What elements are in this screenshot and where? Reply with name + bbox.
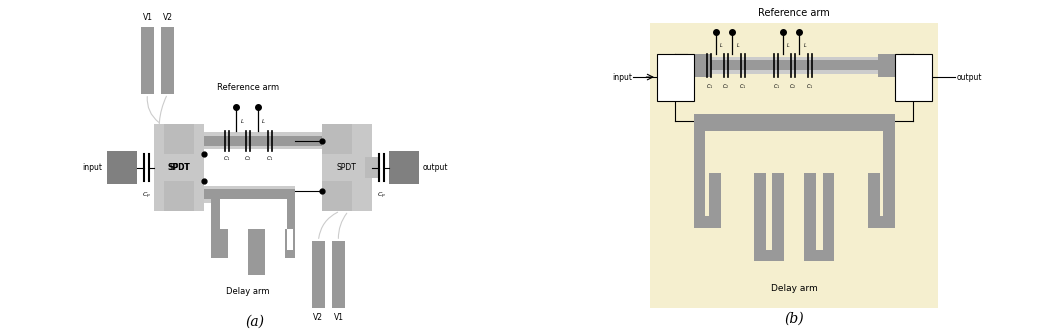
Bar (294, 132, 322, 149)
Bar (322, 124, 352, 154)
Bar (322, 124, 372, 211)
Text: SPDT: SPDT (168, 163, 191, 172)
Bar (204, 132, 294, 149)
Text: $C_1$: $C_1$ (772, 82, 779, 91)
Bar (204, 186, 294, 203)
Text: input: input (612, 73, 632, 81)
Bar (694, 114, 895, 131)
Bar (365, 157, 379, 178)
Polygon shape (219, 199, 293, 266)
Bar (155, 168, 204, 211)
Text: $C_1$: $C_1$ (222, 154, 231, 163)
Text: Delay arm: Delay arm (771, 284, 818, 292)
Bar (878, 54, 901, 77)
Bar (155, 124, 204, 168)
Bar (294, 136, 322, 146)
Text: $L$: $L$ (803, 41, 807, 49)
Text: SPDT: SPDT (337, 163, 357, 172)
Text: $C_2$: $C_2$ (245, 154, 252, 163)
Text: V2: V2 (313, 313, 323, 322)
Text: $C_p$: $C_p$ (377, 191, 385, 201)
Bar (311, 241, 325, 308)
Text: V1: V1 (143, 13, 152, 22)
Bar (657, 54, 694, 100)
Text: $C_1$: $C_1$ (266, 154, 274, 163)
Bar (389, 151, 419, 184)
Text: SPDT: SPDT (665, 73, 685, 81)
Text: (a): (a) (246, 315, 264, 329)
Text: SPDT: SPDT (903, 73, 923, 81)
Polygon shape (694, 131, 895, 261)
Text: Delay arm: Delay arm (227, 287, 270, 296)
Text: $L$: $L$ (736, 41, 740, 49)
Bar (687, 57, 901, 74)
Text: $L$: $L$ (719, 41, 723, 49)
Text: (b): (b) (785, 311, 804, 325)
Bar (650, 23, 938, 308)
Text: $C_p$: $C_p$ (142, 191, 151, 201)
Text: $C_1$: $C_1$ (705, 82, 713, 91)
Bar (204, 189, 294, 199)
Bar (204, 136, 294, 146)
Bar (322, 181, 352, 211)
Text: V2: V2 (163, 13, 173, 22)
Bar (164, 181, 195, 211)
Polygon shape (705, 131, 883, 250)
Text: $L$: $L$ (786, 41, 790, 49)
Bar (331, 241, 345, 308)
Polygon shape (211, 199, 294, 275)
Text: $C_2$: $C_2$ (789, 82, 796, 91)
Bar (155, 124, 204, 211)
Text: input: input (83, 163, 103, 172)
Text: Reference arm: Reference arm (758, 8, 830, 18)
Text: $C_2$: $C_2$ (722, 82, 730, 91)
Text: output: output (423, 163, 448, 172)
Text: output: output (956, 73, 983, 81)
Text: $C_1$: $C_1$ (739, 82, 747, 91)
Bar (687, 54, 711, 77)
Text: V1: V1 (334, 313, 343, 322)
Bar (161, 27, 175, 94)
Bar (155, 124, 204, 211)
Text: $C_1$: $C_1$ (806, 82, 813, 91)
Bar (141, 27, 155, 94)
Text: $L$: $L$ (262, 117, 266, 125)
Bar (164, 124, 195, 154)
Bar (687, 60, 901, 70)
Bar (895, 54, 932, 100)
Text: SPDT: SPDT (169, 163, 190, 172)
Text: Reference arm: Reference arm (217, 83, 280, 91)
Bar (107, 151, 138, 184)
Text: $L$: $L$ (239, 117, 245, 125)
